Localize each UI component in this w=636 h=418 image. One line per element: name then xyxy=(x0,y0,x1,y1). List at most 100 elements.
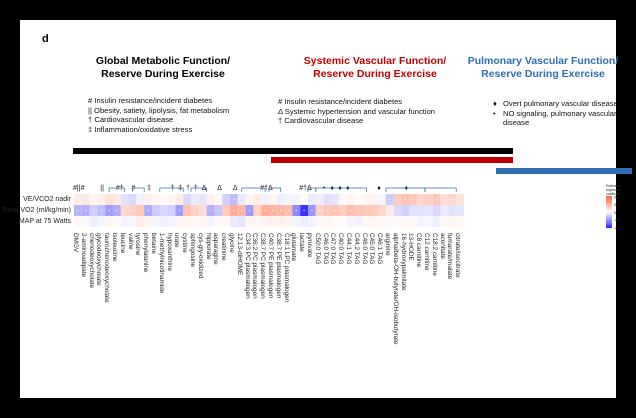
heatmap-cell xyxy=(198,194,207,205)
dot-icon: • xyxy=(493,108,496,118)
heatmap-cell xyxy=(120,216,129,227)
significance-marker xyxy=(217,209,219,212)
column-label-text: pyruvate xyxy=(306,233,313,258)
heatmap-cell xyxy=(167,194,176,205)
column-label-text: C45:0 TAG xyxy=(368,233,376,265)
heatmap-cell xyxy=(362,216,371,227)
column-label-text: asparagine xyxy=(212,233,220,265)
heatmap-cell xyxy=(81,216,90,227)
heatmap-cell xyxy=(183,194,191,205)
global-metabolic-title: Global Metabolic Function/ Reserve Durin… xyxy=(65,55,261,81)
heatmap-cell xyxy=(198,216,207,227)
column-label-text: C46:0 TAG xyxy=(321,233,329,265)
heatmap-cell xyxy=(339,194,347,205)
column-label-text: C46:0 TAG xyxy=(360,233,368,265)
colorbar-step xyxy=(606,210,612,213)
significance-marker xyxy=(451,198,453,201)
heatmap-cell xyxy=(89,194,98,205)
heatmap-cell xyxy=(206,194,215,205)
significance-marker xyxy=(420,198,422,201)
title-line: Reserve During Exercise xyxy=(313,68,437,80)
heatmap-cell xyxy=(97,194,106,205)
heatmap-cell xyxy=(440,205,449,216)
heatmap-cell xyxy=(425,216,433,227)
column-label-text: aconitate xyxy=(438,233,446,259)
column-label-text: 16-hydroxypalmitate xyxy=(399,233,407,291)
legend-item: † Cardiovascular disease xyxy=(88,115,174,125)
significance-marker xyxy=(295,209,297,212)
column-label: citrate/isocitrate xyxy=(454,233,464,278)
heatmap-cell xyxy=(393,205,402,216)
significance-marker xyxy=(186,209,188,212)
heatmap-cell xyxy=(253,216,262,227)
annotation-symbol: ♦ xyxy=(377,185,381,192)
colorbar-step xyxy=(606,205,612,208)
column-label-text: C50:0 TAG xyxy=(313,233,321,265)
column-label-text: C34:3 PC plasmalogen xyxy=(243,233,251,299)
heatmap-cell xyxy=(284,194,293,205)
heatmap-cell xyxy=(386,216,394,227)
significance-marker xyxy=(233,209,235,212)
heatmap-cell xyxy=(261,194,269,205)
significance-marker xyxy=(319,209,321,212)
heatmap-cell xyxy=(417,216,425,227)
heatmap-cell xyxy=(128,216,137,227)
column-label-text: C18:1 LPC plasmalogen xyxy=(282,233,290,303)
global-legend: # Insulin resistance/incident diabetes |… xyxy=(88,96,268,134)
significance-marker xyxy=(178,209,180,212)
heatmap-cell xyxy=(74,216,82,227)
significance-marker xyxy=(280,209,282,212)
column-label-text: cystine xyxy=(181,233,189,253)
heatmap-cell xyxy=(440,216,449,227)
colorbar-step xyxy=(606,201,612,203)
heatmap-cell xyxy=(425,205,433,216)
column-label-text: C46:1 TAG xyxy=(376,233,384,265)
legend-item: ‡ Inflammation/oxidative stress xyxy=(88,124,193,134)
heatmap-cell xyxy=(315,216,324,227)
significance-marker xyxy=(428,198,430,201)
significance-marker xyxy=(326,209,329,212)
column-label-text: C36:2 PC plasmalogen xyxy=(251,233,259,299)
heatmap-cell xyxy=(409,205,418,216)
legend-item: • NO signaling, pulmonary vascular disea… xyxy=(493,109,628,128)
heatmap-cell xyxy=(113,216,121,227)
significance-marker xyxy=(436,198,438,201)
heatmap-cell xyxy=(401,205,410,216)
colorbar-step xyxy=(606,223,612,226)
colorbar-step xyxy=(606,226,612,229)
heatmap-cell xyxy=(144,216,152,227)
significance-marker xyxy=(209,209,212,212)
title-line: Systemic Vascular Function/ xyxy=(303,55,447,67)
significance-marker xyxy=(365,209,368,212)
heatmap-cell xyxy=(113,194,121,205)
column-label-text: C40:0 TAG xyxy=(337,233,345,265)
column-label-text: C40:7 PE plasmalogen xyxy=(267,233,274,299)
colorbar: Estimated regression coefficient 0.4 0.2 0… xyxy=(606,184,628,241)
heatmap-cell xyxy=(81,194,90,205)
pulmonary-legend: ♦ Overt pulmonary vascular disease • NO … xyxy=(493,99,628,128)
colorbar-tick: 0.4 xyxy=(614,196,619,200)
heatmap-cell xyxy=(440,194,449,205)
significance-marker xyxy=(248,209,251,212)
significance-marker xyxy=(350,209,352,212)
heatmap-cell xyxy=(89,205,98,216)
colorbar-step xyxy=(606,225,612,227)
heatmap-cell xyxy=(362,194,371,205)
colorbar-step xyxy=(606,218,612,221)
annotation-symbol: ‡ xyxy=(147,185,151,192)
column-label-text: C47:0 TAG xyxy=(329,233,337,265)
heatmap-cell xyxy=(253,194,262,205)
annotation-symbol: #†Δ xyxy=(299,185,312,192)
heatmap-cell xyxy=(370,194,379,205)
colorbar-step xyxy=(606,199,612,202)
column-label-text: 1-methylnicotinamide xyxy=(157,233,165,294)
column-label-text: creatinine xyxy=(220,233,228,261)
column-label-text: 13-HODE xyxy=(407,233,415,261)
column-label-text: valine xyxy=(126,233,134,250)
legend-text: Overt pulmonary vascular disease xyxy=(503,99,618,108)
column-label-text: C38:7 PE plasmalogen xyxy=(274,233,282,299)
heatmap-cell xyxy=(432,216,441,227)
significance-marker xyxy=(116,209,118,212)
column-label-text: C38:7 PC plasmalogen xyxy=(259,233,267,299)
heatmap-cell xyxy=(331,194,340,205)
